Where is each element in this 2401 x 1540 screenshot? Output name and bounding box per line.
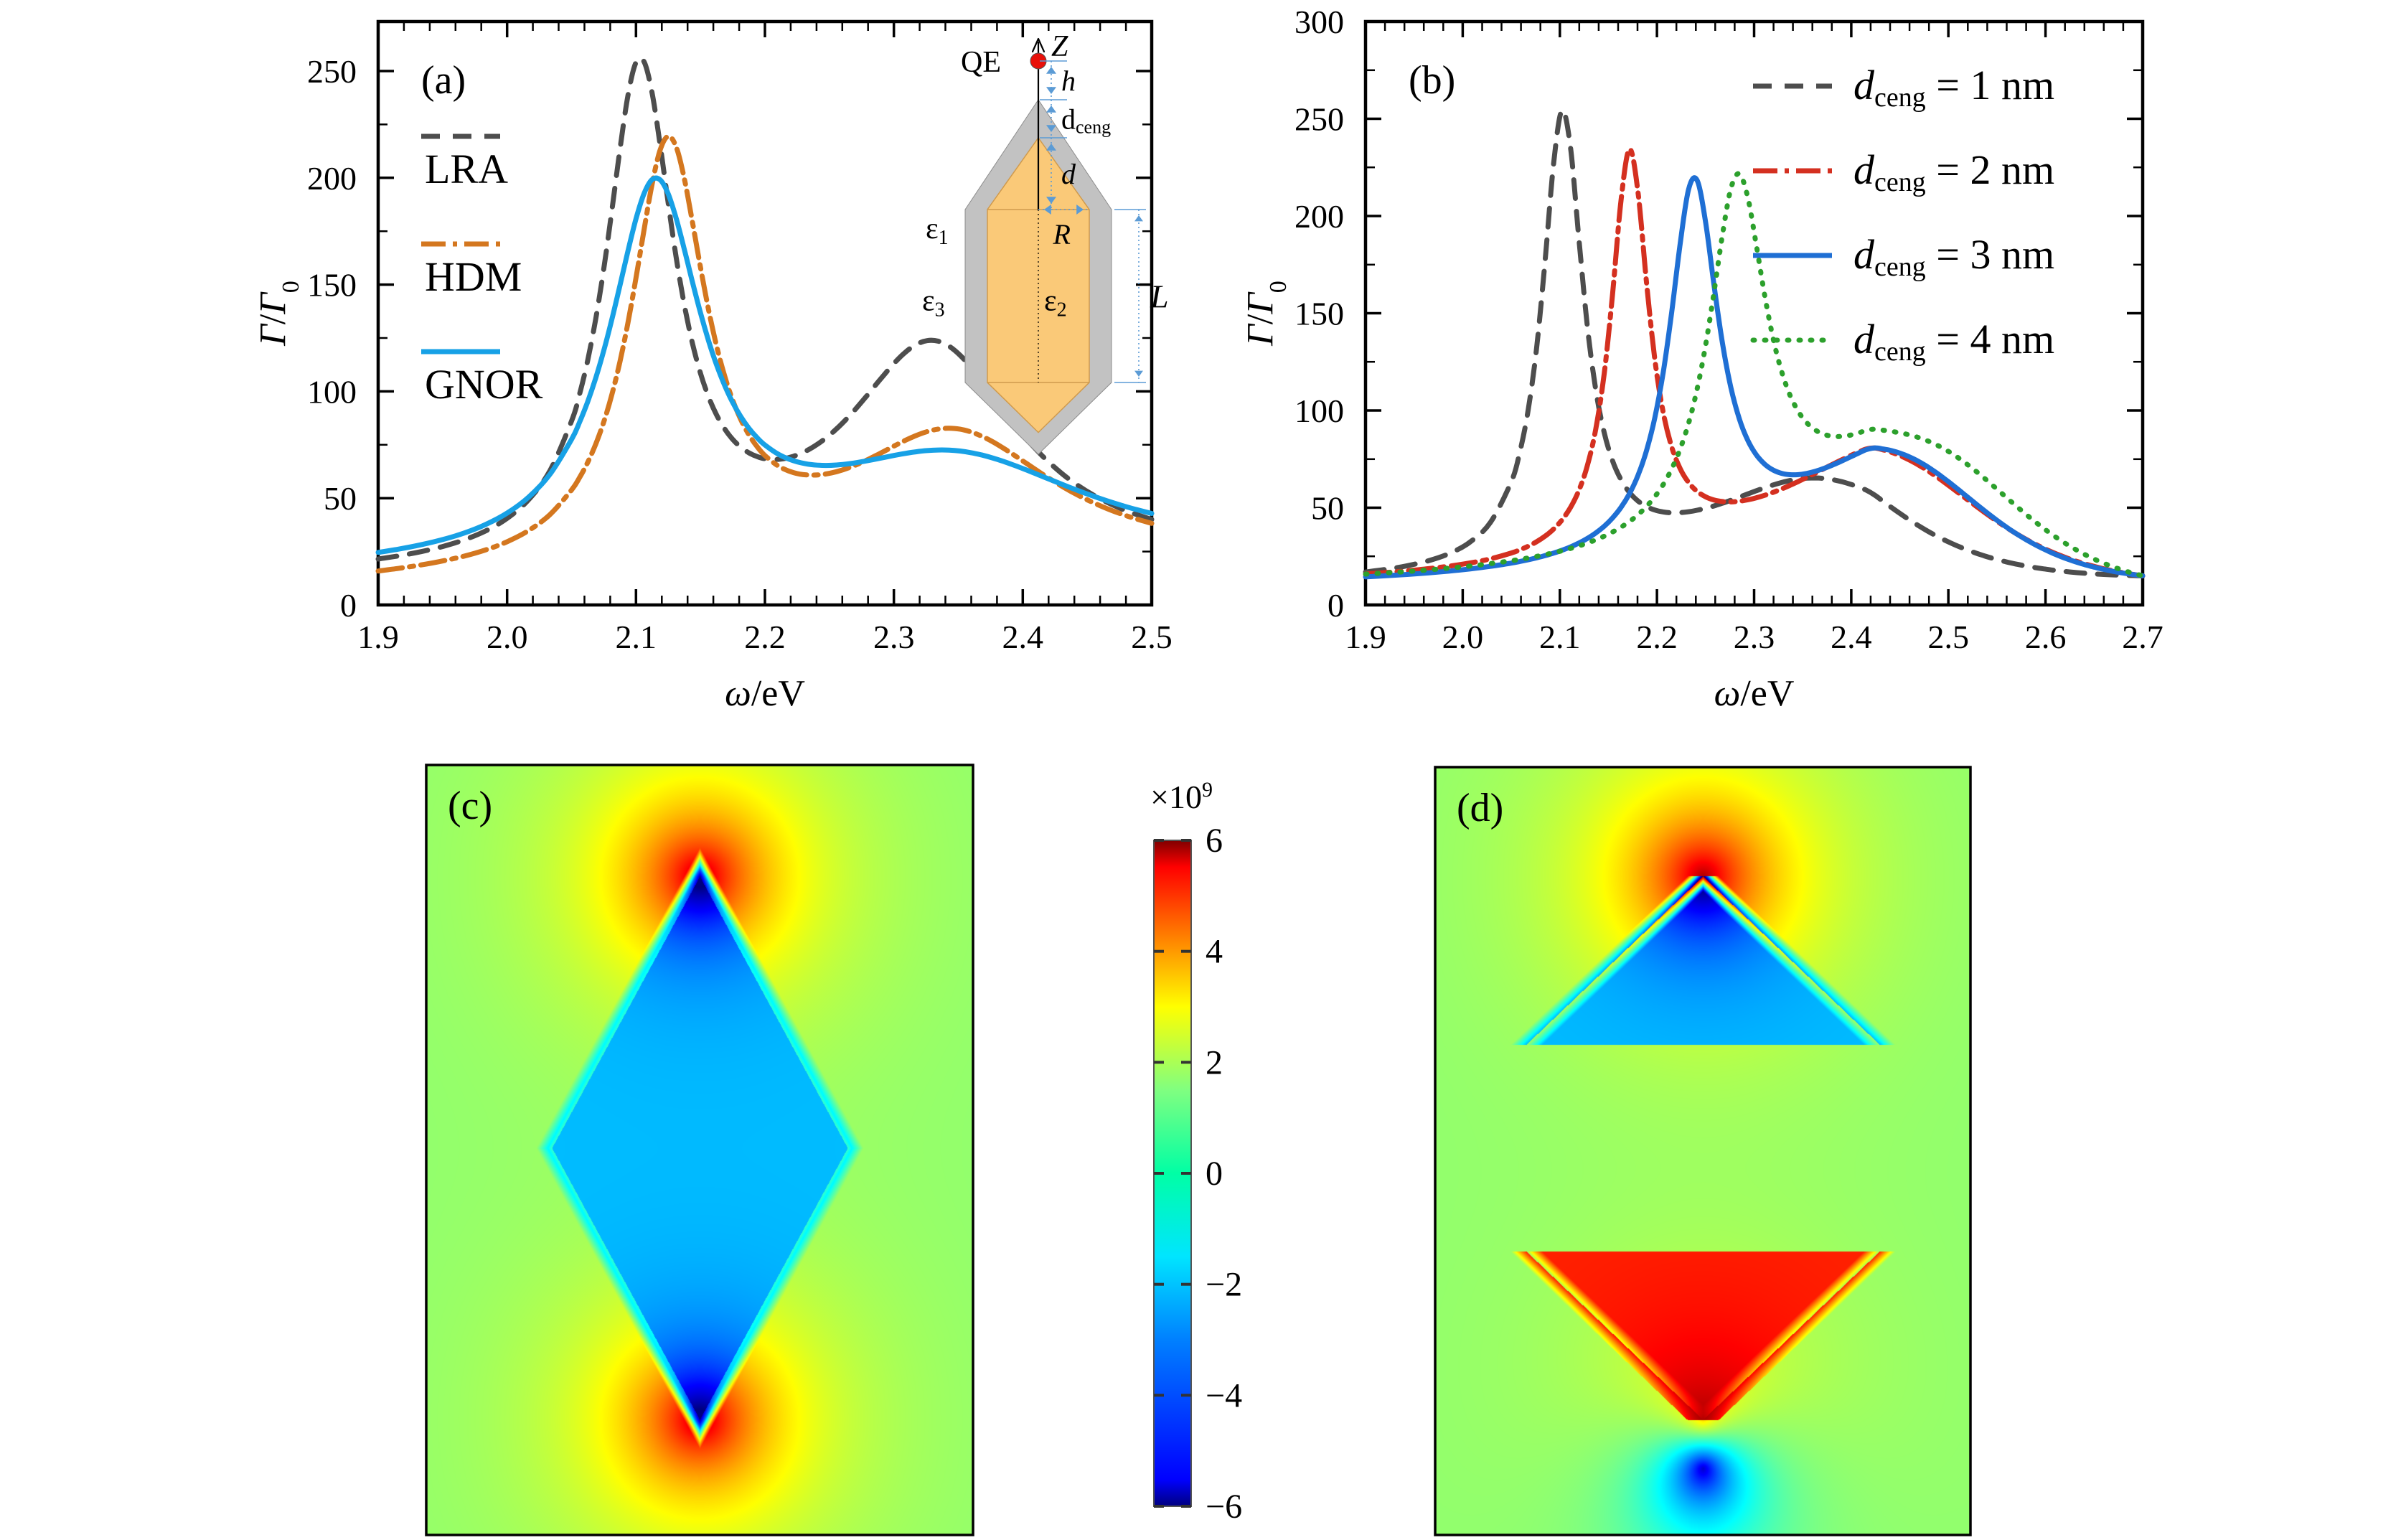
svg-text:ε1: ε1 xyxy=(926,212,949,249)
svg-text:150: 150 xyxy=(307,267,357,304)
svg-text:HDM: HDM xyxy=(425,253,522,300)
svg-text:2.2: 2.2 xyxy=(1636,619,1678,655)
svg-text:250: 250 xyxy=(1295,101,1344,138)
svg-text:dceng = 4 nm: dceng = 4 nm xyxy=(1853,316,2054,367)
svg-text:(d): (d) xyxy=(1457,786,1503,830)
svg-text:d: d xyxy=(1061,158,1076,190)
svg-text:2.4: 2.4 xyxy=(1002,619,1044,655)
svg-text:GNOR: GNOR xyxy=(425,361,543,408)
svg-text:(b): (b) xyxy=(1409,58,1455,103)
svg-text:ε3: ε3 xyxy=(922,285,945,321)
svg-text:2.0: 2.0 xyxy=(487,619,528,655)
svg-text:(a): (a) xyxy=(421,58,466,103)
svg-text:−4: −4 xyxy=(1206,1376,1242,1414)
svg-text:2.5: 2.5 xyxy=(1131,619,1173,655)
svg-text:2.4: 2.4 xyxy=(1831,619,1872,655)
svg-text:2: 2 xyxy=(1206,1043,1223,1081)
svg-text:1.9: 1.9 xyxy=(357,619,399,655)
svg-text:50: 50 xyxy=(1311,490,1344,527)
svg-text:ω/eV: ω/eV xyxy=(1714,673,1795,714)
svg-text:×109: ×109 xyxy=(1150,778,1213,815)
svg-text:dceng = 1 nm: dceng = 1 nm xyxy=(1853,62,2054,113)
svg-text:−2: −2 xyxy=(1206,1266,1242,1304)
svg-text:dceng = 2 nm: dceng = 2 nm xyxy=(1853,146,2054,197)
svg-text:2.0: 2.0 xyxy=(1442,619,1484,655)
svg-text:h: h xyxy=(1061,65,1076,97)
svg-text:2.7: 2.7 xyxy=(2122,619,2163,655)
svg-text:R: R xyxy=(1053,218,1071,250)
svg-text:2.1: 2.1 xyxy=(616,619,657,655)
svg-text:dceng = 3 nm: dceng = 3 nm xyxy=(1853,231,2054,282)
svg-text:2.3: 2.3 xyxy=(873,619,915,655)
svg-text:0: 0 xyxy=(340,587,357,624)
svg-text:150: 150 xyxy=(1295,296,1344,332)
svg-text:6: 6 xyxy=(1206,822,1223,860)
svg-text:250: 250 xyxy=(307,53,357,90)
svg-text:2.2: 2.2 xyxy=(744,619,786,655)
svg-text:100: 100 xyxy=(307,373,357,410)
svg-text:50: 50 xyxy=(324,480,357,517)
svg-text:(c): (c) xyxy=(448,784,492,828)
svg-text:−6: −6 xyxy=(1206,1488,1242,1526)
svg-text:200: 200 xyxy=(1295,198,1344,235)
svg-text:0: 0 xyxy=(1328,587,1344,624)
svg-text:LRA: LRA xyxy=(425,146,508,192)
svg-text:Γ/Γ0: Γ/Γ0 xyxy=(253,281,304,347)
svg-text:1.9: 1.9 xyxy=(1345,619,1386,655)
svg-text:L: L xyxy=(1150,278,1169,315)
svg-text:QE: QE xyxy=(961,46,1001,79)
svg-text:dceng: dceng xyxy=(1061,103,1111,138)
svg-text:Z: Z xyxy=(1051,30,1068,63)
svg-text:2.6: 2.6 xyxy=(2025,619,2067,655)
svg-text:300: 300 xyxy=(1295,4,1344,40)
svg-text:4: 4 xyxy=(1206,933,1223,971)
svg-text:100: 100 xyxy=(1295,393,1344,429)
svg-text:2.1: 2.1 xyxy=(1539,619,1581,655)
svg-text:Γ/Γ0: Γ/Γ0 xyxy=(1240,281,1292,347)
svg-text:2.3: 2.3 xyxy=(1734,619,1775,655)
svg-text:2.5: 2.5 xyxy=(1927,619,1969,655)
svg-text:ω/eV: ω/eV xyxy=(725,673,805,714)
svg-text:0: 0 xyxy=(1206,1155,1223,1193)
svg-text:200: 200 xyxy=(307,160,357,197)
